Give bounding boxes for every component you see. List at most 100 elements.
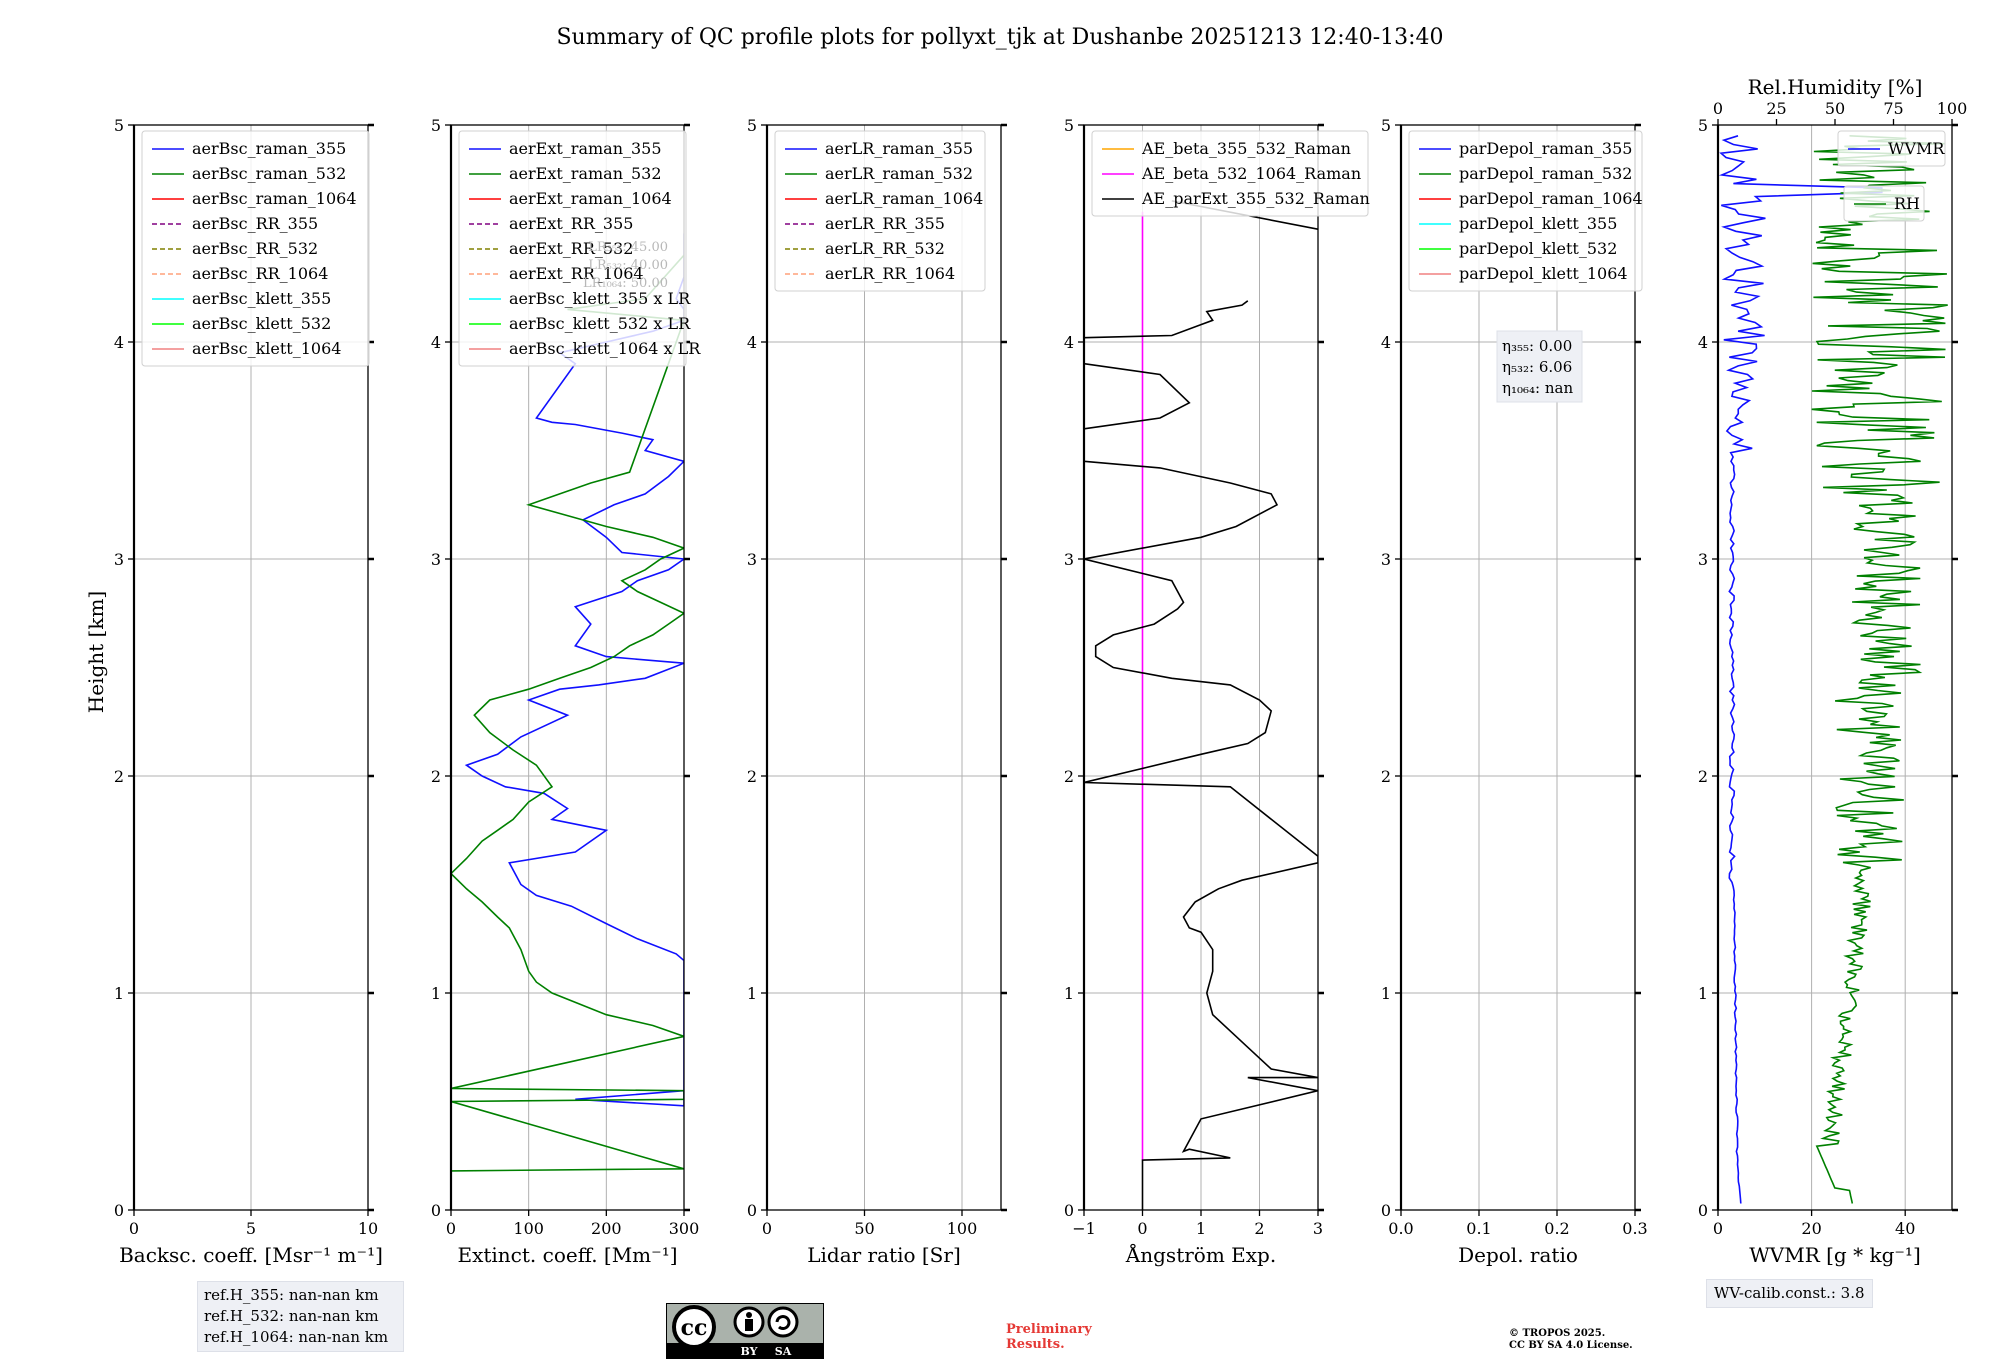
legend-label: aerExt_raman_355 [509,139,662,158]
by-label: BY [741,1345,758,1358]
y-tick-label: 1 [114,984,124,1003]
panel-lidar-ratio: 0 50 100 0 1 2 3 4 5 Lidar ratio [Sr] aerLR_raman_… [747,116,1007,1267]
legend-label: aerBsc_klett_355 x LR [509,289,691,308]
eta-box [1496,330,1583,403]
legend-box [774,130,986,292]
preliminary-note: Preliminary Results. [1006,1322,1092,1352]
legend-box [1837,130,1946,167]
panel-wvmr: 0 20 40 0 1 2 3 4 5 WVMR [g * kg⁻¹] 0 25 50 75 100 Rel.… [1698,75,1967,1267]
x-tick-label: 0 [1713,1219,1723,1238]
y-tick-label: 0 [1698,1201,1708,1220]
legend-label: aerLR_raman_355 [825,139,973,158]
legend-label: parDepol_klett_532 [1459,239,1617,258]
y-tick-label: 0 [431,1201,441,1220]
legend-label: aerLR_RR_355 [825,214,945,233]
legend-label: aerLR_raman_1064 [825,189,983,208]
ref-height-1064: ref.H_1064: nan-nan km [204,1328,389,1346]
sa-label: SA [775,1345,792,1358]
legend-label: AE_parExt_355_532_Raman [1141,189,1370,208]
y-tick-label: 3 [114,550,124,569]
y-tick-label: 3 [747,550,757,569]
y-tick-label: 3 [1381,550,1391,569]
x-axis-label: Lidar ratio [Sr] [807,1243,961,1267]
x-axis-label: Depol. ratio [1458,1243,1578,1267]
x-tick-label: 40 [1895,1219,1915,1238]
panel-depolarization: 0.0 0.1 0.2 0.3 0 1 2 3 4 5 Depol. ratio parDepol_r… [1381,116,1648,1267]
x-tick-label: 1 [1196,1219,1206,1238]
eta-line: η₁₀₆₄: nan [1502,379,1573,397]
series-line-ae-parext-355-532-raman [1084,300,1318,1210]
y-tick-label: 2 [1381,767,1391,786]
x-tick-label: 0 [129,1219,139,1238]
wv-calib-box: WV-calib.const.: 3.8 [1706,1279,1873,1308]
preliminary-line-2: Results. [1006,1337,1065,1352]
x-tick-label: 3 [1313,1219,1323,1238]
x-tick-label: 300 [669,1219,700,1238]
panel-extinction: 0 100 200 300 0 1 2 3 4 5 Extinct. coeff. [Mm⁻¹] ae… [431,116,701,1267]
x-tick-label: 0.3 [1622,1219,1647,1238]
copyright-line-2: CC BY SA 4.0 License. [1509,1340,1633,1351]
series-line-aerext-raman-532 [451,254,684,1172]
y-tick-label: 1 [747,984,757,1003]
y-tick-label: 5 [431,116,441,135]
y-tick-label: 5 [747,116,757,135]
x-axis-label: Backsc. coeff. [Msr⁻¹ m⁻¹] [119,1243,383,1267]
copyright-note: © TROPOS 2025. CC BY SA 4.0 License. [1509,1328,1633,1352]
legend-label: RH [1894,194,1920,213]
y-tick-label: 1 [1381,984,1391,1003]
legend-label: AE_beta_532_1064_Raman [1141,164,1361,183]
legend-label: aerBsc_raman_355 [192,139,346,158]
legend-label: aerExt_RR_1064 [509,264,644,283]
y-tick-label: 4 [431,333,441,352]
wv-calib-text: WV-calib.const.: 3.8 [1714,1284,1865,1302]
y-tick-label: 4 [1698,333,1708,352]
copyright-line-1: © TROPOS 2025. [1509,1328,1606,1339]
legend-label: parDepol_raman_355 [1459,139,1632,158]
y-tick-label: 5 [114,116,124,135]
legend-label: AE_beta_355_532_Raman [1141,139,1351,158]
x-tick-label: −1 [1072,1219,1096,1238]
x-tick-label: 0.0 [1388,1219,1413,1238]
y-tick-label: 0 [1064,1201,1074,1220]
cc-license-badge: cc BY SA [666,1303,824,1359]
y-tick-label: 3 [1698,550,1708,569]
cc-logo-text: cc [681,1315,708,1341]
lidar-ratio-note: LR₁₀₆₄: 50.00 [583,276,668,291]
legend-label: aerBsc_klett_1064 [192,339,341,358]
cc-logo-icon [672,1305,716,1349]
x-axis-label: Ångström Exp. [1125,1242,1276,1267]
y-tick-label: 1 [1064,984,1074,1003]
legend-label: aerLR_RR_1064 [825,264,955,283]
legend-box [141,130,370,367]
legend-box [458,130,687,367]
y-tick-label: 4 [1381,333,1391,352]
top-x-axis-label: Rel.Humidity [%] [1748,75,1923,99]
x-axis-label: WVMR [g * kg⁻¹] [1749,1243,1921,1267]
y-tick-label: 2 [1064,767,1074,786]
legend-label: aerBsc_raman_532 [192,164,346,183]
legend-label: aerExt_RR_355 [509,214,633,233]
y-tick-label: 4 [114,333,124,352]
x-axis-label: Extinct. coeff. [Mm⁻¹] [457,1243,677,1267]
lidar-ratio-note: LR₃₅₅: 45.00 [588,240,668,255]
preliminary-line-1: Preliminary [1006,1322,1092,1337]
legend-label: aerBsc_RR_355 [192,214,318,233]
y-tick-label: 0 [114,1201,124,1220]
y-tick-label: 5 [1381,116,1391,135]
x-tick-label: 0 [1137,1219,1147,1238]
x-tick-label: 100 [947,1219,978,1238]
ref-height-532: ref.H_532: nan-nan km [204,1307,379,1325]
y-tick-label: 2 [747,767,757,786]
y-tick-label: 3 [431,550,441,569]
eta-line: η₃₅₅: 0.00 [1502,337,1572,355]
legend-label: aerBsc_klett_355 [192,289,331,308]
legend-label: parDepol_klett_355 [1459,214,1617,233]
top-x-tick-label: 50 [1825,99,1845,118]
legend-label: aerBsc_klett_1064 x LR [509,339,701,358]
series-line-wvmr [1718,135,1883,1204]
x-tick-label: 20 [1801,1219,1821,1238]
x-tick-label: 200 [591,1219,622,1238]
lidar-ratio-note: LR₅₃₂: 40.00 [588,258,668,273]
